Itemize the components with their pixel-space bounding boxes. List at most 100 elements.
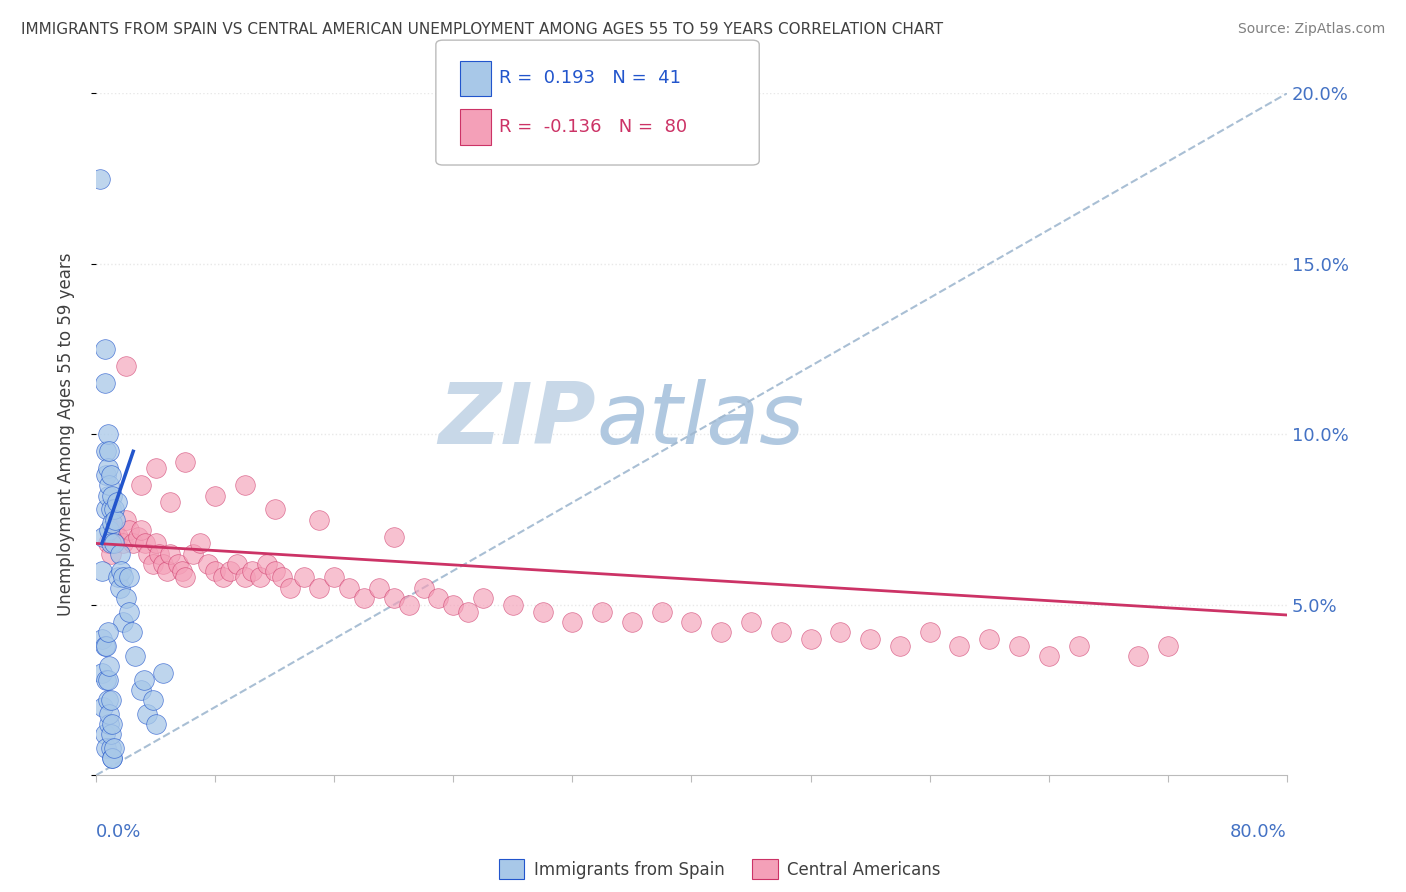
Point [110,564,132,578]
Point [204,564,226,578]
Point [174,454,197,468]
Point [233,570,256,584]
Point [427,591,450,605]
Point [96,741,118,756]
Point [531,605,554,619]
Point [591,605,613,619]
Point [100,468,122,483]
Point [97,427,120,442]
Point [108,581,131,595]
Point [145,536,167,550]
Point [97,489,120,503]
Point [172,564,194,578]
Text: Immigrants from Spain: Immigrants from Spain [534,861,725,879]
Point [96,673,118,687]
Point [96,502,118,516]
Point [111,536,134,550]
Point [152,665,174,680]
Point [121,625,143,640]
Point [132,673,155,687]
Point [142,557,165,571]
Point [1067,639,1090,653]
Point [294,570,316,584]
Point [129,683,152,698]
Text: Central Americans: Central Americans [787,861,941,879]
Point [148,547,170,561]
Point [108,547,131,561]
Point [367,581,389,595]
Point [457,605,479,619]
Point [918,625,941,640]
Text: 0.0%: 0.0% [96,823,142,841]
Point [1038,648,1060,663]
Point [278,581,301,595]
Point [651,605,673,619]
Point [800,632,823,646]
Point [263,502,285,516]
Point [211,570,233,584]
Point [441,598,464,612]
Point [101,489,124,503]
Point [103,536,125,550]
Point [104,512,127,526]
Point [98,706,121,721]
Point [89,171,111,186]
Point [114,591,136,605]
Point [948,639,970,653]
Point [197,557,219,571]
Point [100,536,122,550]
Point [859,632,882,646]
Point [337,581,360,595]
Point [412,581,434,595]
Point [127,530,149,544]
Point [100,741,122,756]
Point [101,717,124,731]
Point [136,547,159,561]
Text: atlas: atlas [596,379,804,462]
Point [114,512,136,526]
Point [1008,639,1031,653]
Point [740,615,762,629]
Point [91,665,114,680]
Point [681,615,703,629]
Point [100,547,122,561]
Point [129,523,152,537]
Point [1157,639,1180,653]
Point [769,625,792,640]
Point [256,557,278,571]
Point [240,564,263,578]
Point [353,591,375,605]
Point [124,648,146,663]
Point [1126,648,1149,663]
Point [107,530,129,544]
Point [94,342,117,356]
Point [100,693,122,707]
Point [118,570,141,584]
Point [263,564,285,578]
Point [181,547,204,561]
Point [620,615,643,629]
Text: R =  -0.136   N =  80: R = -0.136 N = 80 [499,118,688,136]
Point [91,564,114,578]
Point [97,673,120,687]
Point [135,706,157,721]
Point [96,639,118,653]
Point [156,564,179,578]
Point [111,615,134,629]
Point [118,605,141,619]
Point [96,468,118,483]
Point [323,570,346,584]
Point [226,557,249,571]
Point [561,615,583,629]
Point [94,639,117,653]
Point [101,516,124,530]
Point [91,632,114,646]
Point [129,478,152,492]
Point [107,570,129,584]
Point [97,693,120,707]
Point [94,727,117,741]
Point [98,523,121,537]
Point [472,591,495,605]
Point [96,444,118,458]
Point [142,693,165,707]
